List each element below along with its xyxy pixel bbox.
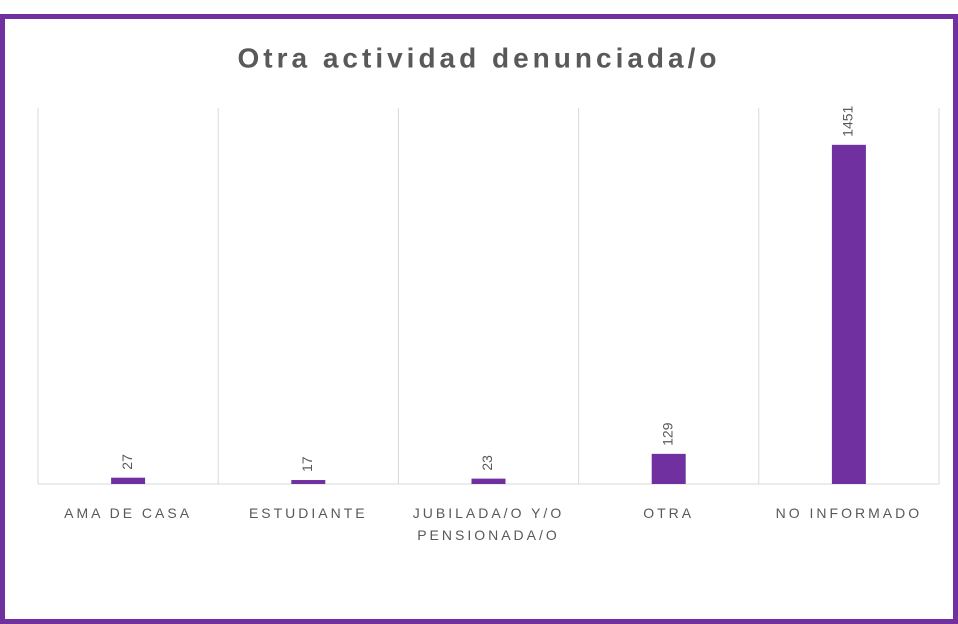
chart-title: Otra actividad denunciada/o <box>238 42 721 73</box>
x-tick-label: JUBILADA/O Y/O PENSIONADA/O <box>412 505 565 543</box>
data-label: 17 <box>299 456 315 472</box>
data-label: 23 <box>479 455 495 471</box>
x-tick-label: AMA DE CASA <box>64 505 193 521</box>
bar <box>651 453 686 484</box>
bar <box>471 478 506 484</box>
data-label: 129 <box>659 422 675 446</box>
x-tick-label: ESTUDIANTE <box>248 505 368 521</box>
page: Otra actividad denunciada/o 27 17 23 129 145… <box>0 14 958 624</box>
bar <box>291 480 326 484</box>
x-tick-label: NO INFORMADO <box>775 505 923 521</box>
chart: Otra actividad denunciada/o 27 17 23 129 145… <box>37 42 940 485</box>
data-label: 1451 <box>840 105 856 136</box>
bar <box>111 477 146 484</box>
x-tick-label: OTRA <box>643 505 695 521</box>
bar <box>831 144 866 485</box>
data-label: 27 <box>119 454 135 470</box>
